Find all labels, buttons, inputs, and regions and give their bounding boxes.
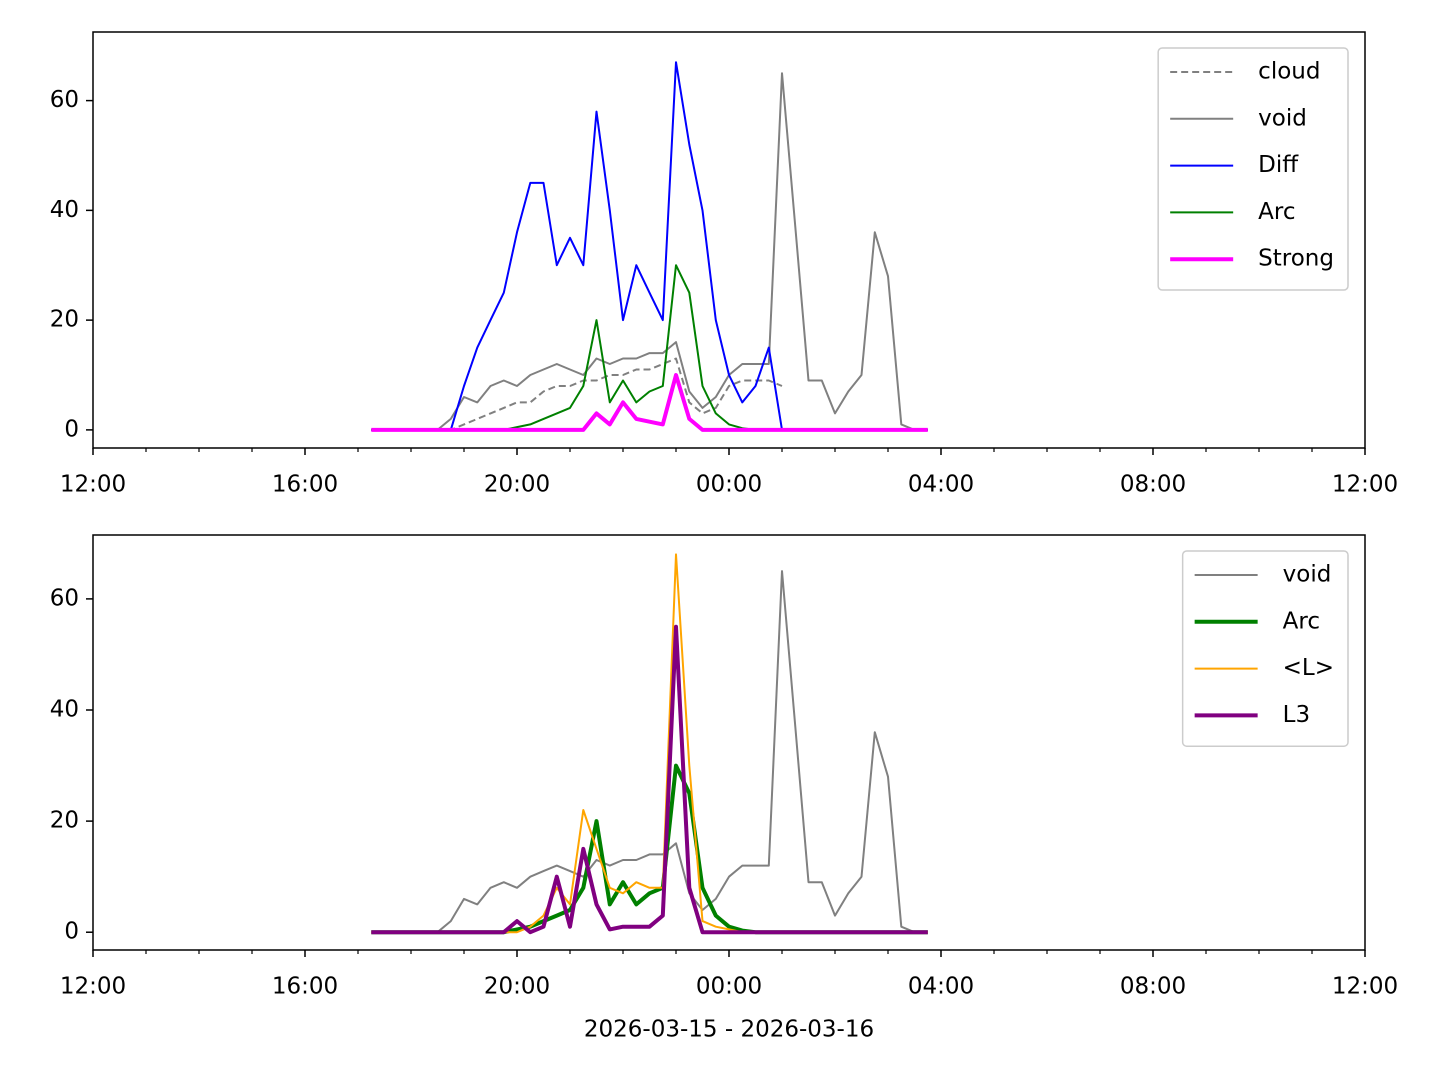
x-tick-label: 20:00 [484, 974, 550, 1000]
legend: cloud void Diff Arc Strong [1157, 47, 1349, 291]
y-tick-label: 40 [50, 197, 79, 223]
y-tick-label: 60 [50, 87, 79, 113]
plot-frame [92, 31, 1366, 449]
series-line [371, 570, 928, 934]
series-line [371, 373, 928, 432]
plot-frame [92, 534, 1366, 951]
series-line [371, 553, 928, 934]
legend-label: L3 [1283, 702, 1310, 728]
x-tick-label: 20:00 [484, 472, 550, 498]
series-line [371, 763, 928, 935]
series-line [371, 624, 928, 935]
x-tick-label: 12:00 [1332, 472, 1398, 498]
x-tick-label: 00:00 [696, 974, 762, 1000]
x-tick-label: 08:00 [1120, 472, 1186, 498]
axes: 0 20 40 60 12:00 16:00 20:00 00:00 04:00 08:00 12:… [50, 31, 1398, 498]
legend-box [1157, 47, 1349, 291]
x-tick-label: 08:00 [1120, 974, 1186, 1000]
x-tick-label: 12:00 [60, 974, 126, 1000]
legend-label: Arc [1258, 199, 1295, 225]
x-tick-label: 04:00 [908, 472, 974, 498]
y-tick-label: 20 [50, 808, 79, 834]
series-line [371, 72, 928, 431]
y-tick-label: 0 [64, 919, 79, 945]
series-line [371, 264, 928, 431]
y-tick-label: 40 [50, 697, 79, 723]
x-tick-label: 00:00 [696, 472, 762, 498]
legend-label: void [1258, 105, 1307, 131]
legend-box [1181, 550, 1349, 747]
y-tick-label: 60 [50, 585, 79, 611]
series-line [371, 61, 928, 431]
x-tick-label: 16:00 [272, 472, 338, 498]
legend-label: <L> [1283, 655, 1334, 681]
x-tick-label: 12:00 [60, 472, 126, 498]
legend-label: cloud [1258, 59, 1320, 85]
legend-label: Arc [1283, 608, 1320, 634]
x-tick-label: 16:00 [272, 974, 338, 1000]
legend: void Arc <L> L3 [1181, 550, 1349, 747]
y-tick-label: 0 [64, 416, 79, 442]
x-tick-label: 04:00 [908, 974, 974, 1000]
series-line [371, 357, 783, 431]
legend-label: Diff [1258, 152, 1299, 178]
axes: 0 20 40 60 12:00 16:00 20:00 00:00 04:00 08:00 12:… [50, 534, 1398, 1043]
x-axis-label: 2026-03-15 - 2026-03-16 [584, 1017, 874, 1043]
legend-label: Strong [1258, 246, 1334, 272]
y-tick-label: 20 [50, 307, 79, 333]
x-tick-label: 12:00 [1332, 974, 1398, 1000]
legend-label: void [1283, 562, 1332, 588]
